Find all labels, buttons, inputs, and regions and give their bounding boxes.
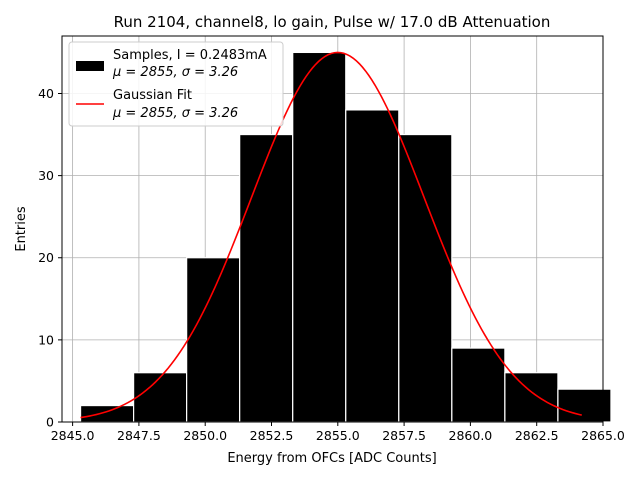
- y-axis-label: Entries: [14, 206, 29, 252]
- y-axis-ticks: 0 10 20 30 40: [38, 86, 62, 430]
- x-axis-label: Energy from OFCs [ADC Counts]: [227, 451, 436, 466]
- x-tick-label: 2855.0: [316, 428, 360, 443]
- legend-fit-stats: μ = 2855, σ = 3.26: [112, 106, 238, 121]
- y-tick-label: 20: [38, 250, 54, 265]
- y-tick-label: 10: [38, 332, 54, 347]
- histogram-bar: [133, 372, 188, 423]
- histogram-bar: [186, 257, 241, 423]
- plot-frame: [61, 35, 604, 423]
- histogram-bar: [239, 133, 294, 423]
- x-axis-ticks: 2845.0 2847.5 2850.0 2852.5 2855.0 2857.5 2860…: [51, 422, 625, 443]
- legend: Samples, I = 0.2483mA μ = 2855, σ = 3.26…: [68, 41, 284, 127]
- legend-samples-stats: μ = 2855, σ = 3.26: [112, 65, 238, 80]
- x-tick-label: 2865.0: [581, 428, 625, 443]
- x-tick-label: 2857.5: [382, 428, 426, 443]
- histogram-bar: [345, 109, 400, 423]
- y-tick-label: 30: [38, 168, 54, 183]
- x-tick-label: 2845.0: [51, 428, 95, 443]
- histogram-bar: [557, 388, 612, 423]
- x-tick-label: 2860.0: [449, 428, 493, 443]
- histogram-bars: [79, 51, 612, 423]
- histogram-bar: [79, 404, 135, 423]
- legend-fit-label: Gaussian Fit: [113, 88, 192, 103]
- legend-samples-label: Samples, I = 0.2483mA: [113, 48, 267, 63]
- histogram-bar: [451, 347, 506, 423]
- histogram-bar: [398, 133, 453, 423]
- y-tick-label: 40: [38, 86, 54, 101]
- histogram-bar: [504, 372, 559, 423]
- x-tick-label: 2862.5: [515, 428, 559, 443]
- legend-samples-swatch: [76, 61, 104, 71]
- x-tick-label: 2847.5: [117, 428, 161, 443]
- x-tick-label: 2850.0: [183, 428, 227, 443]
- gaussian-fit-curve: [80, 51, 582, 419]
- x-tick-label: 2852.5: [250, 428, 294, 443]
- chart-title: Run 2104, channel8, lo gain, Pulse w/ 17…: [114, 13, 551, 31]
- y-tick-label: 0: [46, 415, 54, 430]
- legend-box: [68, 41, 284, 127]
- histogram-bar: [292, 51, 347, 423]
